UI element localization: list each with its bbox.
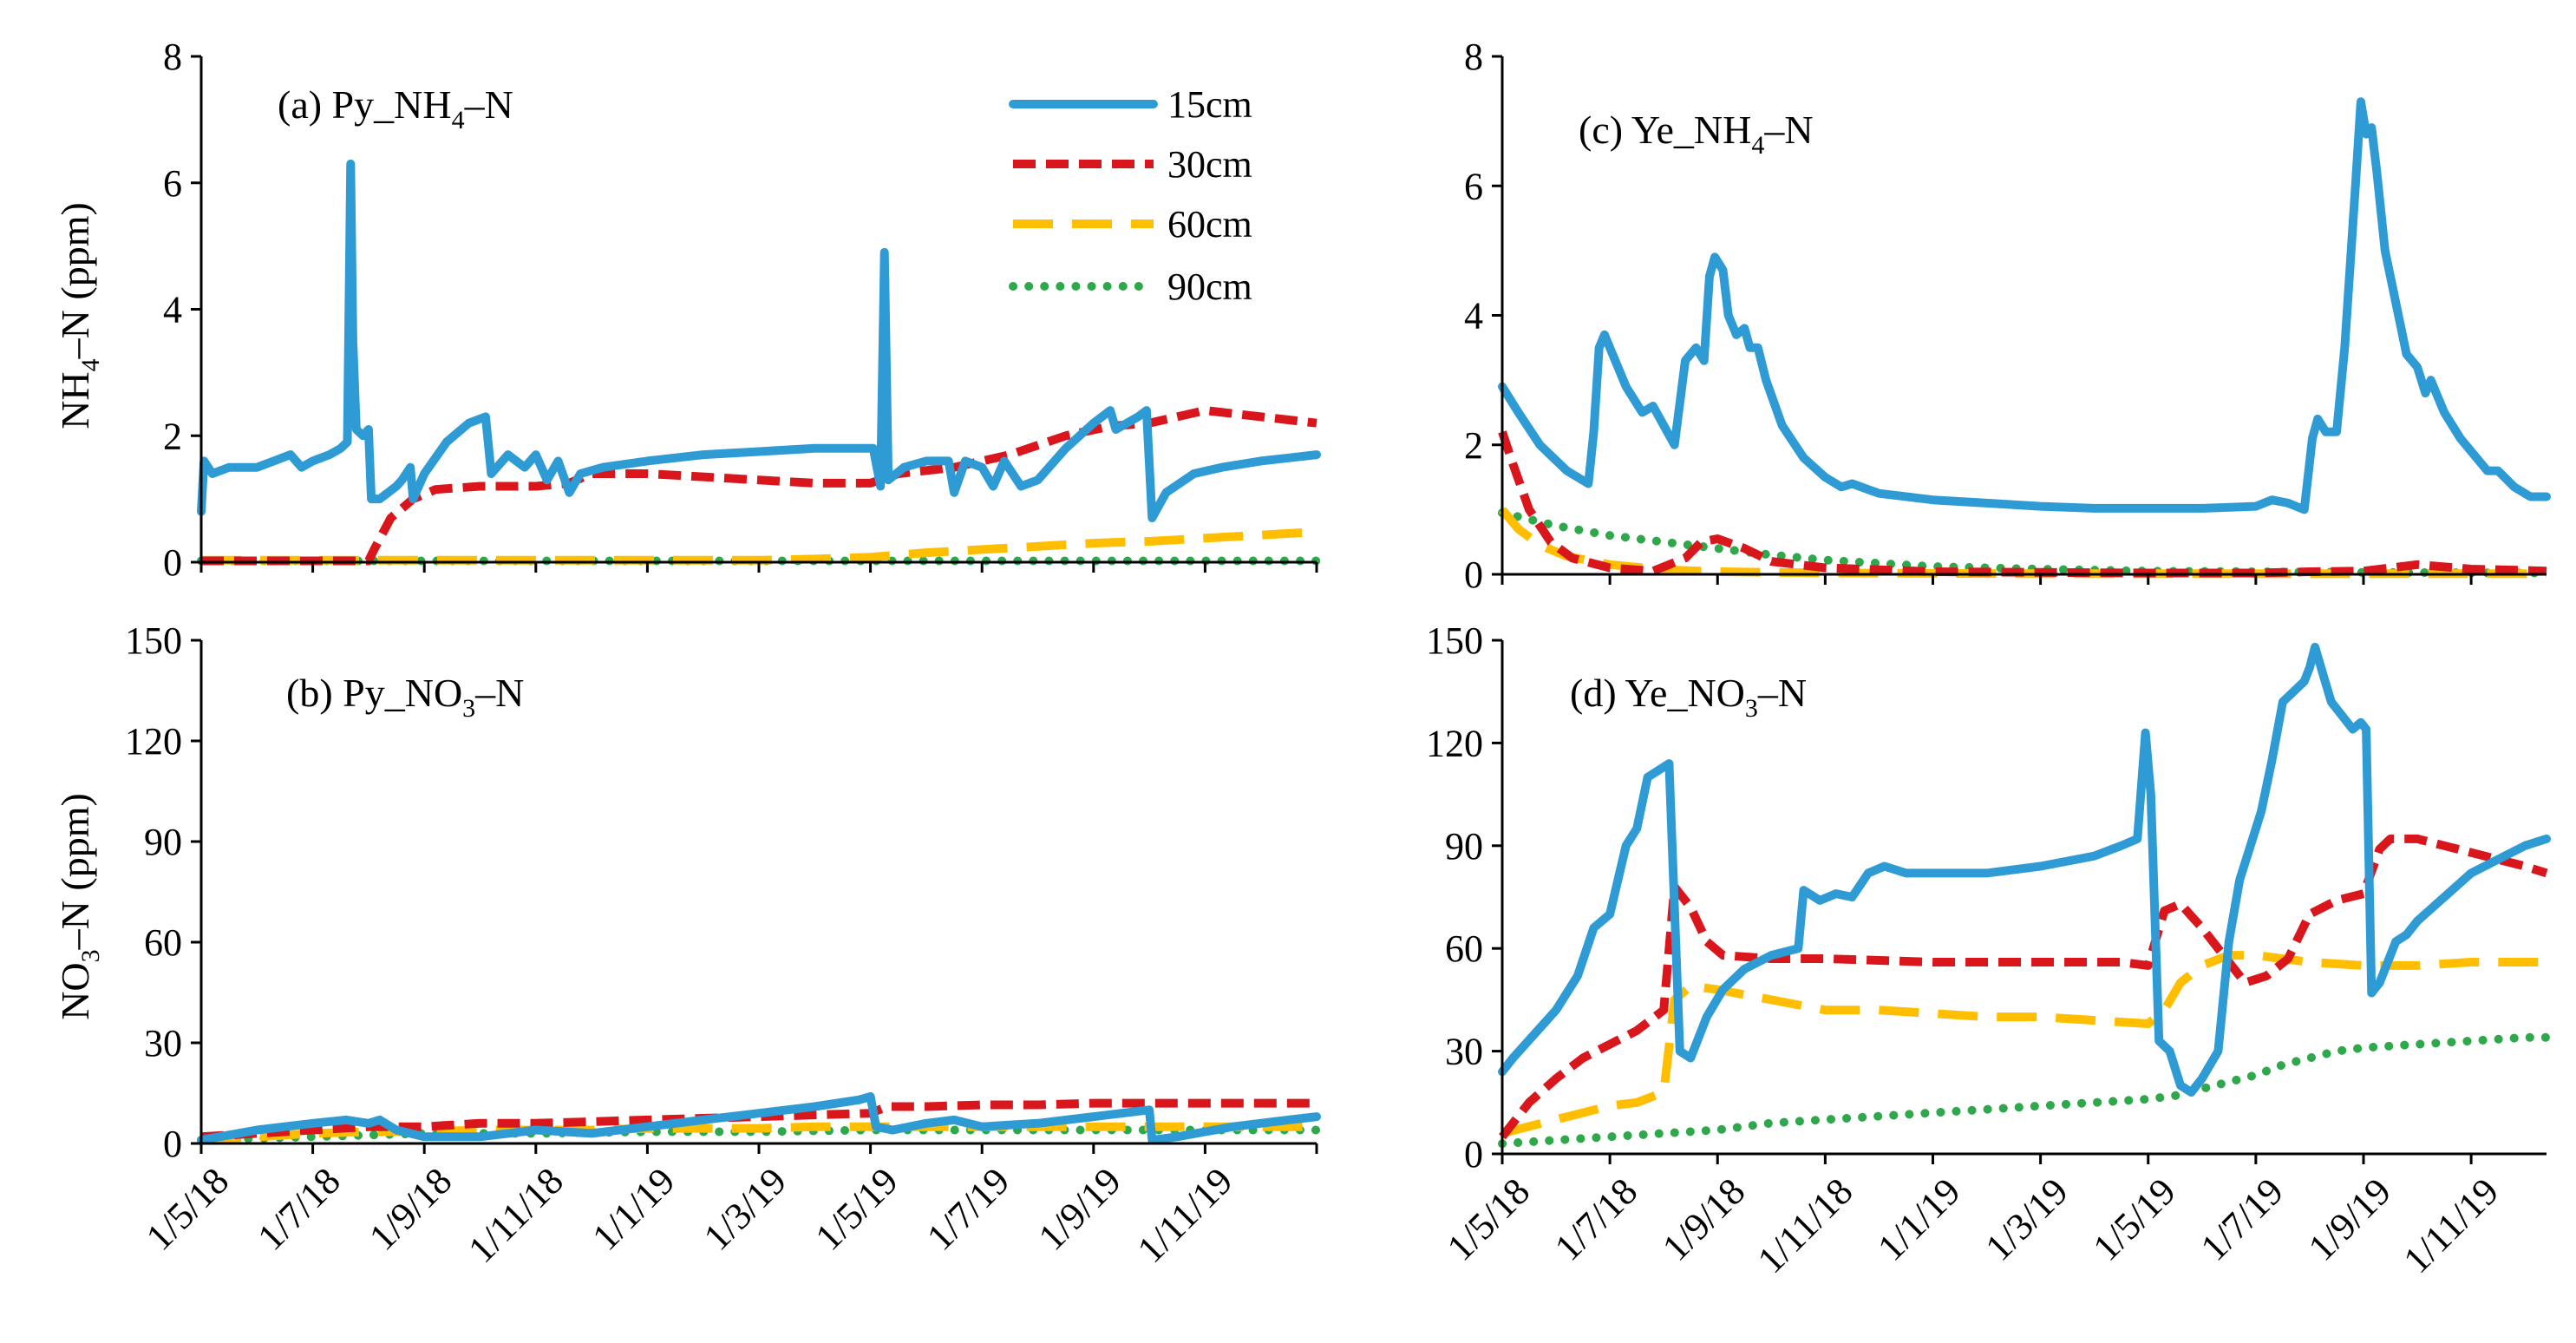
x-tick-label-b-2: 1/9/18 xyxy=(361,1159,460,1258)
y-tick-label-a-4: 4 xyxy=(163,289,182,331)
series-line-c-15cm xyxy=(1498,97,2551,514)
y-tick-label-a-2: 2 xyxy=(163,415,182,457)
x-tick-label-d-2: 1/9/18 xyxy=(1654,1169,1753,1268)
panel-a-title: (a) Py_NH4–N xyxy=(278,82,513,134)
x-tick-label-b-8: 1/9/19 xyxy=(1030,1159,1129,1258)
x-tick-label-b-6: 1/5/19 xyxy=(807,1159,906,1258)
x-tick-label-d-1: 1/7/18 xyxy=(1546,1169,1645,1268)
y-tick-label-c-6: 6 xyxy=(1464,165,1483,207)
legend-item-15cm: 15cm xyxy=(1009,83,1252,126)
x-tick-label-d-3: 1/11/18 xyxy=(1749,1169,1861,1281)
series-line-b-60cm xyxy=(200,1122,1317,1145)
y-tick-label-d-60: 60 xyxy=(1445,927,1483,970)
y-tick-label-a-8: 8 xyxy=(163,36,182,78)
series-line-d-30cm xyxy=(1499,834,2548,1140)
series-line-d-15cm xyxy=(1498,642,2551,1097)
series-line-b-15cm xyxy=(197,1091,1321,1145)
legend-label-15cm: 15cm xyxy=(1167,83,1252,126)
x-tick-label-d-9: 1/11/19 xyxy=(2396,1169,2507,1281)
y-tick-label-c-0: 0 xyxy=(1464,554,1483,596)
panel-c-title: (c) Ye_NH4–N xyxy=(1579,108,1814,160)
x-tick-label-b-7: 1/7/19 xyxy=(919,1159,1017,1258)
x-tick-label-b-4: 1/1/19 xyxy=(584,1159,683,1258)
y-tick-label-d-150: 150 xyxy=(1426,619,1483,662)
y-tick-label-a-6: 6 xyxy=(163,162,182,205)
panel-b-title: (b) Py_NO3–N xyxy=(286,671,524,723)
legend-item-60cm: 60cm xyxy=(1013,203,1252,246)
series-line-a-60cm xyxy=(201,527,1317,565)
y-tick-label-b-150: 150 xyxy=(125,619,182,662)
y-tick-label-b-30: 30 xyxy=(144,1022,182,1065)
y-tick-label-c-4: 4 xyxy=(1464,295,1483,337)
y-tick-label-d-90: 90 xyxy=(1445,825,1483,868)
x-tick-label-d-6: 1/5/19 xyxy=(2085,1169,2184,1268)
panel-a-py-nh4: (a) Py_NH4–N NH4–N (ppm) 15cm 30cm 60cm … xyxy=(53,36,1321,584)
x-tick-label-d-5: 1/3/19 xyxy=(1978,1169,2076,1268)
legend-label-30cm: 30cm xyxy=(1167,143,1252,186)
series-line-a-15cm xyxy=(197,159,1321,522)
legend: 15cm 30cm 60cm 90cm xyxy=(1009,83,1252,308)
y-tick-label-c-2: 2 xyxy=(1464,424,1483,467)
x-tick-label-b-3: 1/11/18 xyxy=(460,1159,572,1271)
series-line-d-60cm xyxy=(1500,951,2547,1138)
x-tick-label-b-1: 1/7/18 xyxy=(250,1159,349,1258)
x-tick-label-d-4: 1/1/19 xyxy=(1869,1169,1968,1268)
x-tick-label-b-5: 1/3/19 xyxy=(696,1159,794,1258)
x-tick-label-b-9: 1/11/19 xyxy=(1129,1159,1241,1271)
panel-a-ylabel: NH4–N (ppm) xyxy=(53,202,105,429)
y-tick-label-d-0: 0 xyxy=(1464,1133,1483,1176)
y-tick-label-d-120: 120 xyxy=(1426,722,1483,764)
y-tick-label-b-60: 60 xyxy=(144,921,182,964)
y-tick-label-b-0: 0 xyxy=(163,1123,182,1165)
x-tick-label-d-8: 1/9/19 xyxy=(2300,1169,2399,1268)
y-tick-label-c-8: 8 xyxy=(1464,36,1483,78)
series-line-a-30cm xyxy=(201,406,1317,566)
series-line-c-30cm xyxy=(1498,430,2547,578)
panel-b-py-no3: (b) Py_NO3–N NO3–N (ppm) 0 30 60 90 120 150 1/… xyxy=(53,619,1321,1271)
x-tick-label-d-7: 1/7/19 xyxy=(2193,1169,2292,1268)
series-line-d-90cm xyxy=(1498,1032,2551,1149)
legend-item-90cm: 90cm xyxy=(1009,265,1252,308)
legend-label-90cm: 90cm xyxy=(1167,265,1252,308)
y-tick-label-a-0: 0 xyxy=(163,541,182,584)
panel-c-ye-nh4: (c) Ye_NH4–N 0 2 4 6 8 xyxy=(1464,36,2551,596)
panel-b-ylabel: NO3–N (ppm) xyxy=(53,793,105,1020)
y-tick-label-d-30: 30 xyxy=(1445,1031,1483,1073)
legend-label-60cm: 60cm xyxy=(1167,203,1252,246)
y-tick-label-b-120: 120 xyxy=(125,720,182,763)
series-line-c-90cm xyxy=(1498,508,2551,578)
x-tick-label-b-0: 1/5/18 xyxy=(138,1159,237,1258)
y-tick-label-b-90: 90 xyxy=(144,821,182,863)
legend-item-30cm: 30cm xyxy=(1013,143,1252,186)
x-tick-label-d-0: 1/5/18 xyxy=(1439,1169,1538,1268)
panel-d-title: (d) Ye_NO3–N xyxy=(1570,671,1807,723)
